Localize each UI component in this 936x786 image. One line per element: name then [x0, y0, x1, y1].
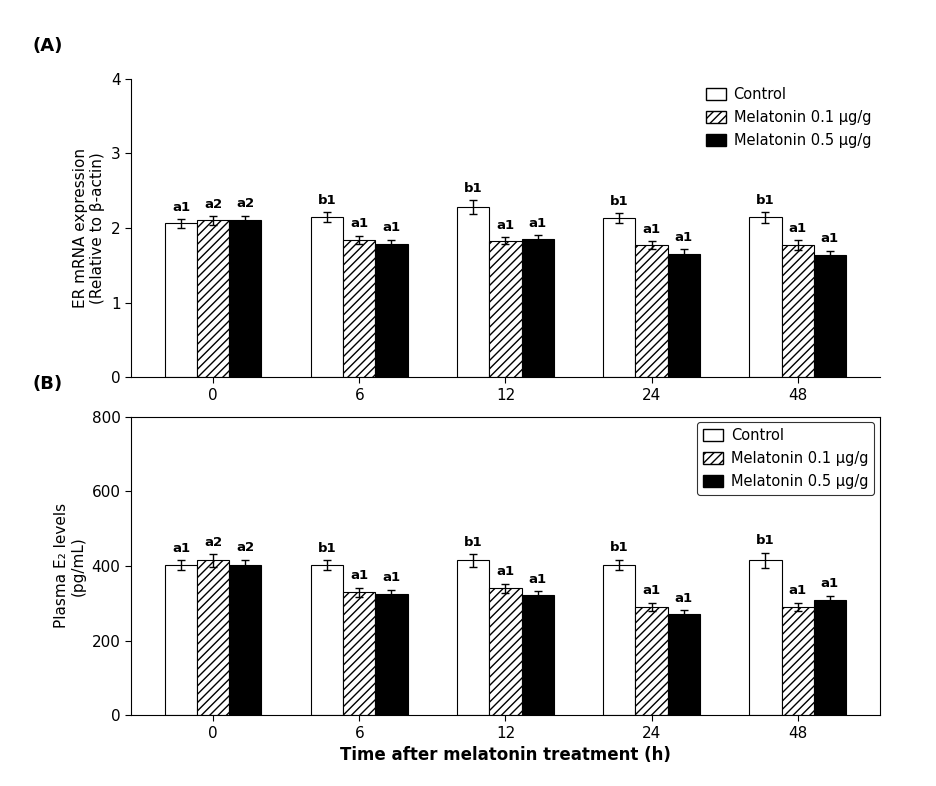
- Bar: [667, 254, 700, 377]
- Text: a1: a1: [350, 569, 369, 582]
- Text: a1: a1: [383, 571, 401, 585]
- Bar: [229, 220, 261, 377]
- Bar: [604, 565, 636, 715]
- Bar: [311, 565, 344, 715]
- Y-axis label: ER mRNA expression
(Relative to β-actin): ER mRNA expression (Relative to β-actin): [73, 148, 106, 308]
- Bar: [750, 218, 782, 377]
- Text: b1: b1: [318, 542, 337, 555]
- Bar: [490, 241, 521, 377]
- Bar: [782, 607, 813, 715]
- Bar: [229, 565, 261, 715]
- Text: b1: b1: [756, 193, 775, 207]
- Text: a1: a1: [172, 542, 190, 555]
- Text: b1: b1: [756, 534, 775, 548]
- Bar: [165, 565, 197, 715]
- Text: (B): (B): [33, 375, 63, 393]
- Bar: [636, 245, 667, 377]
- Text: a1: a1: [642, 222, 661, 236]
- Bar: [604, 219, 636, 377]
- Y-axis label: Plasma E₂ levels
(pg/mL): Plasma E₂ levels (pg/mL): [53, 503, 86, 629]
- Bar: [344, 240, 375, 377]
- Text: a1: a1: [496, 219, 515, 232]
- Text: a2: a2: [237, 542, 255, 554]
- Bar: [813, 601, 846, 715]
- Text: a1: a1: [821, 233, 839, 245]
- Bar: [521, 595, 554, 715]
- Bar: [750, 560, 782, 715]
- Text: a1: a1: [642, 584, 661, 597]
- Text: a1: a1: [496, 565, 515, 578]
- Bar: [197, 560, 229, 715]
- Text: (A): (A): [33, 37, 63, 55]
- Bar: [667, 615, 700, 715]
- Text: b1: b1: [318, 193, 337, 207]
- Text: a2: a2: [204, 198, 223, 211]
- Bar: [457, 560, 490, 715]
- Text: a1: a1: [172, 201, 190, 214]
- X-axis label: Time after melatonin treatment (h): Time after melatonin treatment (h): [340, 746, 671, 764]
- Bar: [782, 245, 813, 377]
- Bar: [813, 255, 846, 377]
- Text: a1: a1: [529, 572, 547, 586]
- Text: b1: b1: [610, 195, 629, 208]
- Bar: [521, 239, 554, 377]
- Bar: [197, 220, 229, 377]
- Text: b1: b1: [464, 535, 483, 549]
- Bar: [636, 607, 667, 715]
- Bar: [311, 217, 344, 377]
- Text: a1: a1: [383, 221, 401, 234]
- Text: a1: a1: [675, 592, 693, 605]
- Text: b1: b1: [610, 542, 629, 554]
- Text: a1: a1: [529, 217, 547, 230]
- Bar: [490, 588, 521, 715]
- Bar: [457, 207, 490, 377]
- Text: a1: a1: [675, 231, 693, 244]
- Text: b1: b1: [464, 182, 483, 195]
- Legend: Control, Melatonin 0.1 μg/g, Melatonin 0.5 μg/g: Control, Melatonin 0.1 μg/g, Melatonin 0…: [700, 82, 877, 154]
- Text: a1: a1: [350, 218, 369, 230]
- Text: a2: a2: [237, 197, 255, 211]
- Bar: [165, 223, 197, 377]
- Bar: [375, 594, 407, 715]
- Bar: [375, 244, 407, 377]
- Bar: [344, 592, 375, 715]
- Text: a1: a1: [788, 222, 807, 235]
- Legend: Control, Melatonin 0.1 μg/g, Melatonin 0.5 μg/g: Control, Melatonin 0.1 μg/g, Melatonin 0…: [697, 422, 874, 495]
- Text: a1: a1: [788, 584, 807, 597]
- Text: a2: a2: [204, 535, 223, 549]
- Text: a1: a1: [821, 578, 839, 590]
